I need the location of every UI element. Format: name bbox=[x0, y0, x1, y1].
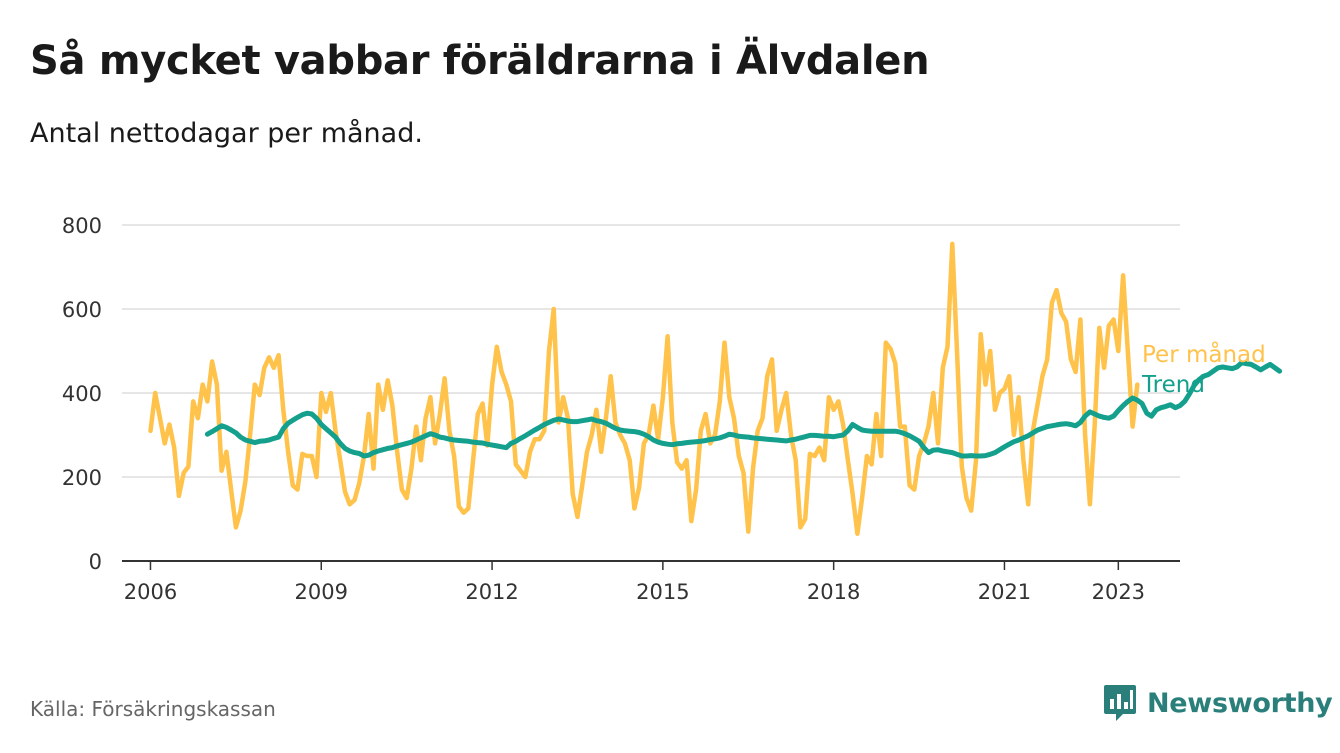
x-tick-label-2012: 2012 bbox=[465, 580, 518, 604]
x-tick-label-2021: 2021 bbox=[978, 580, 1031, 604]
x-axis: 2006 2009 2012 2015 2018 2021 2023 bbox=[122, 560, 1180, 604]
y-axis: 0 200 400 600 800 bbox=[62, 214, 102, 574]
x-tick-label-2015: 2015 bbox=[636, 580, 689, 604]
chart-subtitle: Antal nettodagar per månad. bbox=[30, 118, 423, 149]
y-tick-label-400: 400 bbox=[62, 382, 102, 406]
legend: Per månad Trend bbox=[1141, 340, 1266, 398]
y-tick-label-0: 0 bbox=[89, 550, 102, 574]
chart-title: Så mycket vabbar föräldrarna i Älvdalen bbox=[30, 38, 930, 84]
brand-logo: Newsworthy bbox=[1103, 684, 1333, 722]
x-tick-label-2018: 2018 bbox=[807, 580, 860, 604]
y-tick-label-600: 600 bbox=[62, 298, 102, 322]
x-tick-label-2009: 2009 bbox=[295, 580, 348, 604]
series-line-trend bbox=[204, 360, 1283, 459]
x-tick-label-2006: 2006 bbox=[124, 580, 177, 604]
legend-per-manad: Per månad bbox=[1142, 340, 1266, 368]
newsworthy-logo-icon bbox=[1104, 685, 1136, 721]
series-lines bbox=[148, 241, 1283, 536]
legend-trend: Trend bbox=[1141, 372, 1205, 398]
x-tick-label-2023: 2023 bbox=[1092, 580, 1145, 604]
series-line-per-manad bbox=[148, 241, 1140, 536]
source-note: Källa: Försäkringskassan bbox=[30, 697, 276, 721]
y-tick-label-200: 200 bbox=[62, 466, 102, 490]
y-tick-label-800: 800 bbox=[62, 214, 102, 238]
brand-name: Newsworthy bbox=[1147, 687, 1333, 719]
